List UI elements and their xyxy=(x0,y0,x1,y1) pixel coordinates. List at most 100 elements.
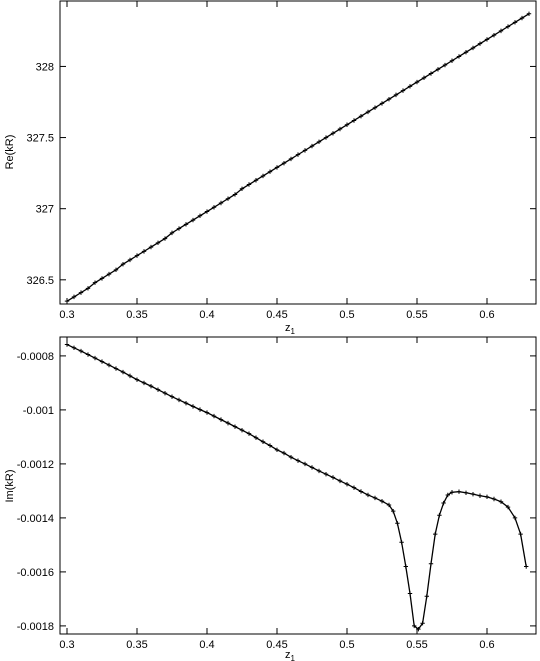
data-point xyxy=(449,58,455,63)
data-point xyxy=(232,424,238,429)
top-x-ticks: 0.3 0.35 0.4 0.45 0.5 0.55 0.6 xyxy=(59,1,495,321)
data-point xyxy=(162,236,168,241)
y-tick-label: -0.0018 xyxy=(17,621,54,633)
data-point xyxy=(400,88,406,93)
data-point xyxy=(106,362,112,368)
x-tick-label: 0.6 xyxy=(479,639,494,651)
data-point xyxy=(386,502,392,508)
data-point xyxy=(71,345,77,350)
data-point xyxy=(518,531,523,537)
bottom-x-ticks: 0.3 0.35 0.4 0.45 0.5 0.55 0.6 xyxy=(59,337,495,651)
data-point xyxy=(302,461,308,467)
bottom-y-axis-label: Im(kR) xyxy=(4,470,16,503)
data-point xyxy=(190,404,196,409)
data-point xyxy=(120,261,126,267)
data-point xyxy=(71,294,77,300)
data-point xyxy=(92,355,98,361)
top-x-axis-label: z1 xyxy=(285,322,296,336)
data-point xyxy=(148,244,154,250)
data-point xyxy=(148,383,154,389)
top-plot-frame xyxy=(59,0,537,305)
data-point xyxy=(386,96,392,102)
data-point xyxy=(372,105,378,110)
y-tick-label: -0.0016 xyxy=(17,567,54,579)
y-tick-label: 327.5 xyxy=(26,133,54,145)
x-tick-label: 0.55 xyxy=(406,639,427,651)
y-tick-label: 327 xyxy=(36,204,54,216)
data-point xyxy=(218,417,224,422)
data-point xyxy=(456,489,462,494)
data-point xyxy=(120,369,126,375)
data-point xyxy=(281,450,287,456)
data-point xyxy=(99,359,105,364)
data-point xyxy=(253,178,259,183)
top-series-markers xyxy=(64,11,532,304)
data-point xyxy=(134,253,140,258)
data-point xyxy=(302,148,308,153)
bottom-panel: 0.3 0.35 0.4 0.45 0.5 0.55 0.6 -0.0008-0.001-0… xyxy=(4,336,537,661)
x-tick-label: 0.45 xyxy=(266,309,287,321)
x-tick-label: 0.35 xyxy=(126,309,147,321)
data-point xyxy=(351,485,357,490)
data-point xyxy=(393,92,399,98)
data-point xyxy=(437,513,442,518)
data-point xyxy=(141,249,147,254)
data-point xyxy=(358,489,364,494)
data-point xyxy=(239,427,245,433)
data-point xyxy=(218,200,224,206)
data-point xyxy=(169,230,175,236)
data-point xyxy=(155,240,161,246)
data-point xyxy=(505,504,511,510)
data-point xyxy=(127,373,133,379)
data-point xyxy=(379,498,385,504)
data-point xyxy=(190,217,196,223)
data-point xyxy=(449,490,455,495)
data-point xyxy=(316,139,322,145)
data-point xyxy=(519,15,525,21)
data-point xyxy=(395,521,400,526)
data-point xyxy=(162,390,168,396)
data-point xyxy=(512,515,518,521)
bottom-y-ticks: -0.0008 -0.001 -0.0012 -0.0014 -0.0016 -0.001… xyxy=(17,351,536,633)
x-tick-label: 0.55 xyxy=(406,309,427,321)
data-point xyxy=(524,564,529,569)
data-point xyxy=(491,32,497,38)
data-point xyxy=(358,114,364,119)
y-tick-label: -0.0012 xyxy=(17,459,54,471)
data-point xyxy=(416,626,421,632)
data-point xyxy=(365,492,371,498)
data-point xyxy=(407,591,413,596)
data-point xyxy=(85,352,91,357)
y-tick-label: 326.5 xyxy=(26,275,54,287)
data-point xyxy=(295,458,301,463)
x-tick-label: 0.45 xyxy=(266,639,287,651)
x-tick-label: 0.5 xyxy=(339,309,354,321)
data-point xyxy=(424,594,429,599)
data-point xyxy=(85,286,91,291)
data-point xyxy=(412,623,417,629)
data-point xyxy=(470,491,476,497)
data-point xyxy=(141,380,147,386)
data-point xyxy=(260,439,266,444)
data-point xyxy=(372,495,378,501)
data-point xyxy=(526,11,532,17)
bottom-series-line xyxy=(66,343,527,631)
data-point xyxy=(134,377,140,382)
y-tick-label: -0.001 xyxy=(23,405,54,417)
data-point xyxy=(470,45,476,51)
data-point xyxy=(204,410,210,415)
bottom-plot-frame xyxy=(59,336,537,635)
x-tick-label: 0.35 xyxy=(126,639,147,651)
data-point xyxy=(99,276,105,281)
data-point xyxy=(456,54,462,59)
data-point xyxy=(421,75,427,81)
data-point xyxy=(365,109,371,115)
data-point xyxy=(442,62,448,68)
data-point xyxy=(176,397,182,403)
data-point xyxy=(420,621,425,626)
data-point xyxy=(183,400,189,406)
top-y-axis-label: Re(kR) xyxy=(4,135,16,170)
bottom-series-markers xyxy=(64,342,529,632)
data-point xyxy=(92,280,98,285)
